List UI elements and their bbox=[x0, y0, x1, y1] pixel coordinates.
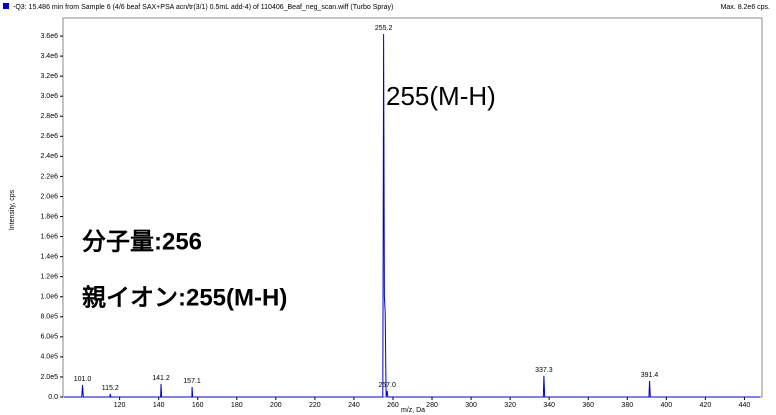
annotation: 分子量:256 bbox=[82, 228, 202, 255]
x-tick-label: 360 bbox=[582, 402, 594, 409]
spectrum-line bbox=[63, 34, 761, 398]
y-tick-label: 2.0e5 bbox=[40, 374, 58, 381]
x-tick-label: 240 bbox=[348, 402, 360, 409]
peak-label: 391.4 bbox=[641, 372, 659, 379]
y-tick-label: 3.4e6 bbox=[40, 53, 58, 60]
x-tick-label: 280 bbox=[426, 402, 438, 409]
x-tick-label: 200 bbox=[270, 402, 282, 409]
x-tick-label: 160 bbox=[192, 402, 204, 409]
x-tick-label: 380 bbox=[621, 402, 633, 409]
x-tick-label: 400 bbox=[660, 402, 672, 409]
annotation: 親イオン:255(M-H) bbox=[82, 284, 287, 311]
peak-label: 255.2 bbox=[375, 25, 393, 32]
y-tick-label: 8.0e5 bbox=[40, 314, 58, 321]
y-tick-label: 1.4e6 bbox=[40, 253, 58, 260]
x-axis-label: m/z, Da bbox=[401, 407, 425, 414]
peak-label: 157.1 bbox=[183, 378, 201, 385]
annotation: 255(M-H) bbox=[386, 81, 496, 111]
x-tick-label: 220 bbox=[309, 402, 321, 409]
y-tick-label: 3.6e6 bbox=[40, 33, 58, 40]
y-axis-label: Intensity, cps bbox=[9, 189, 16, 230]
x-tick-label: 300 bbox=[465, 402, 477, 409]
peak-label: 337.3 bbox=[535, 367, 553, 374]
y-tick-label: 3.0e6 bbox=[40, 93, 58, 100]
peak-label: 115.2 bbox=[102, 385, 119, 392]
x-tick-label: 120 bbox=[114, 402, 126, 409]
x-tick-label: 420 bbox=[700, 402, 712, 409]
y-tick-label: 2.0e6 bbox=[40, 193, 58, 200]
y-tick-label: 0.0 bbox=[48, 394, 58, 401]
y-tick-label: 2.2e6 bbox=[40, 173, 58, 180]
y-tick-label: 1.6e6 bbox=[40, 233, 58, 240]
x-tick-label: 140 bbox=[153, 402, 165, 409]
x-tick-label: 320 bbox=[504, 402, 516, 409]
peak-label: 141.2 bbox=[152, 375, 170, 382]
header-icon bbox=[3, 3, 9, 9]
y-tick-label: 3.2e6 bbox=[40, 73, 58, 80]
y-tick-label: 6.0e5 bbox=[40, 334, 58, 341]
max-label: Max. 8.2e6 cps. bbox=[721, 4, 770, 11]
x-tick-label: 180 bbox=[231, 402, 243, 409]
x-tick-label: 440 bbox=[739, 402, 751, 409]
y-tick-label: 1.2e6 bbox=[40, 274, 58, 281]
plot-frame bbox=[62, 17, 763, 398]
y-tick-label: 4.0e5 bbox=[40, 354, 58, 361]
peak-label: 257.0 bbox=[378, 382, 396, 389]
y-tick-label: 1.8e6 bbox=[40, 213, 58, 220]
peak-label: 101.0 bbox=[74, 376, 92, 383]
header: -Q3: 15.486 min from Sample 6 (4/6 beaf … bbox=[13, 4, 393, 11]
y-tick-label: 2.4e6 bbox=[40, 153, 58, 160]
y-tick-label: 2.8e6 bbox=[40, 113, 58, 120]
x-tick-label: 340 bbox=[543, 402, 555, 409]
y-tick-label: 2.6e6 bbox=[40, 133, 58, 140]
x-tick-label: 260 bbox=[387, 402, 399, 409]
y-tick-label: 1.0e6 bbox=[40, 294, 58, 301]
